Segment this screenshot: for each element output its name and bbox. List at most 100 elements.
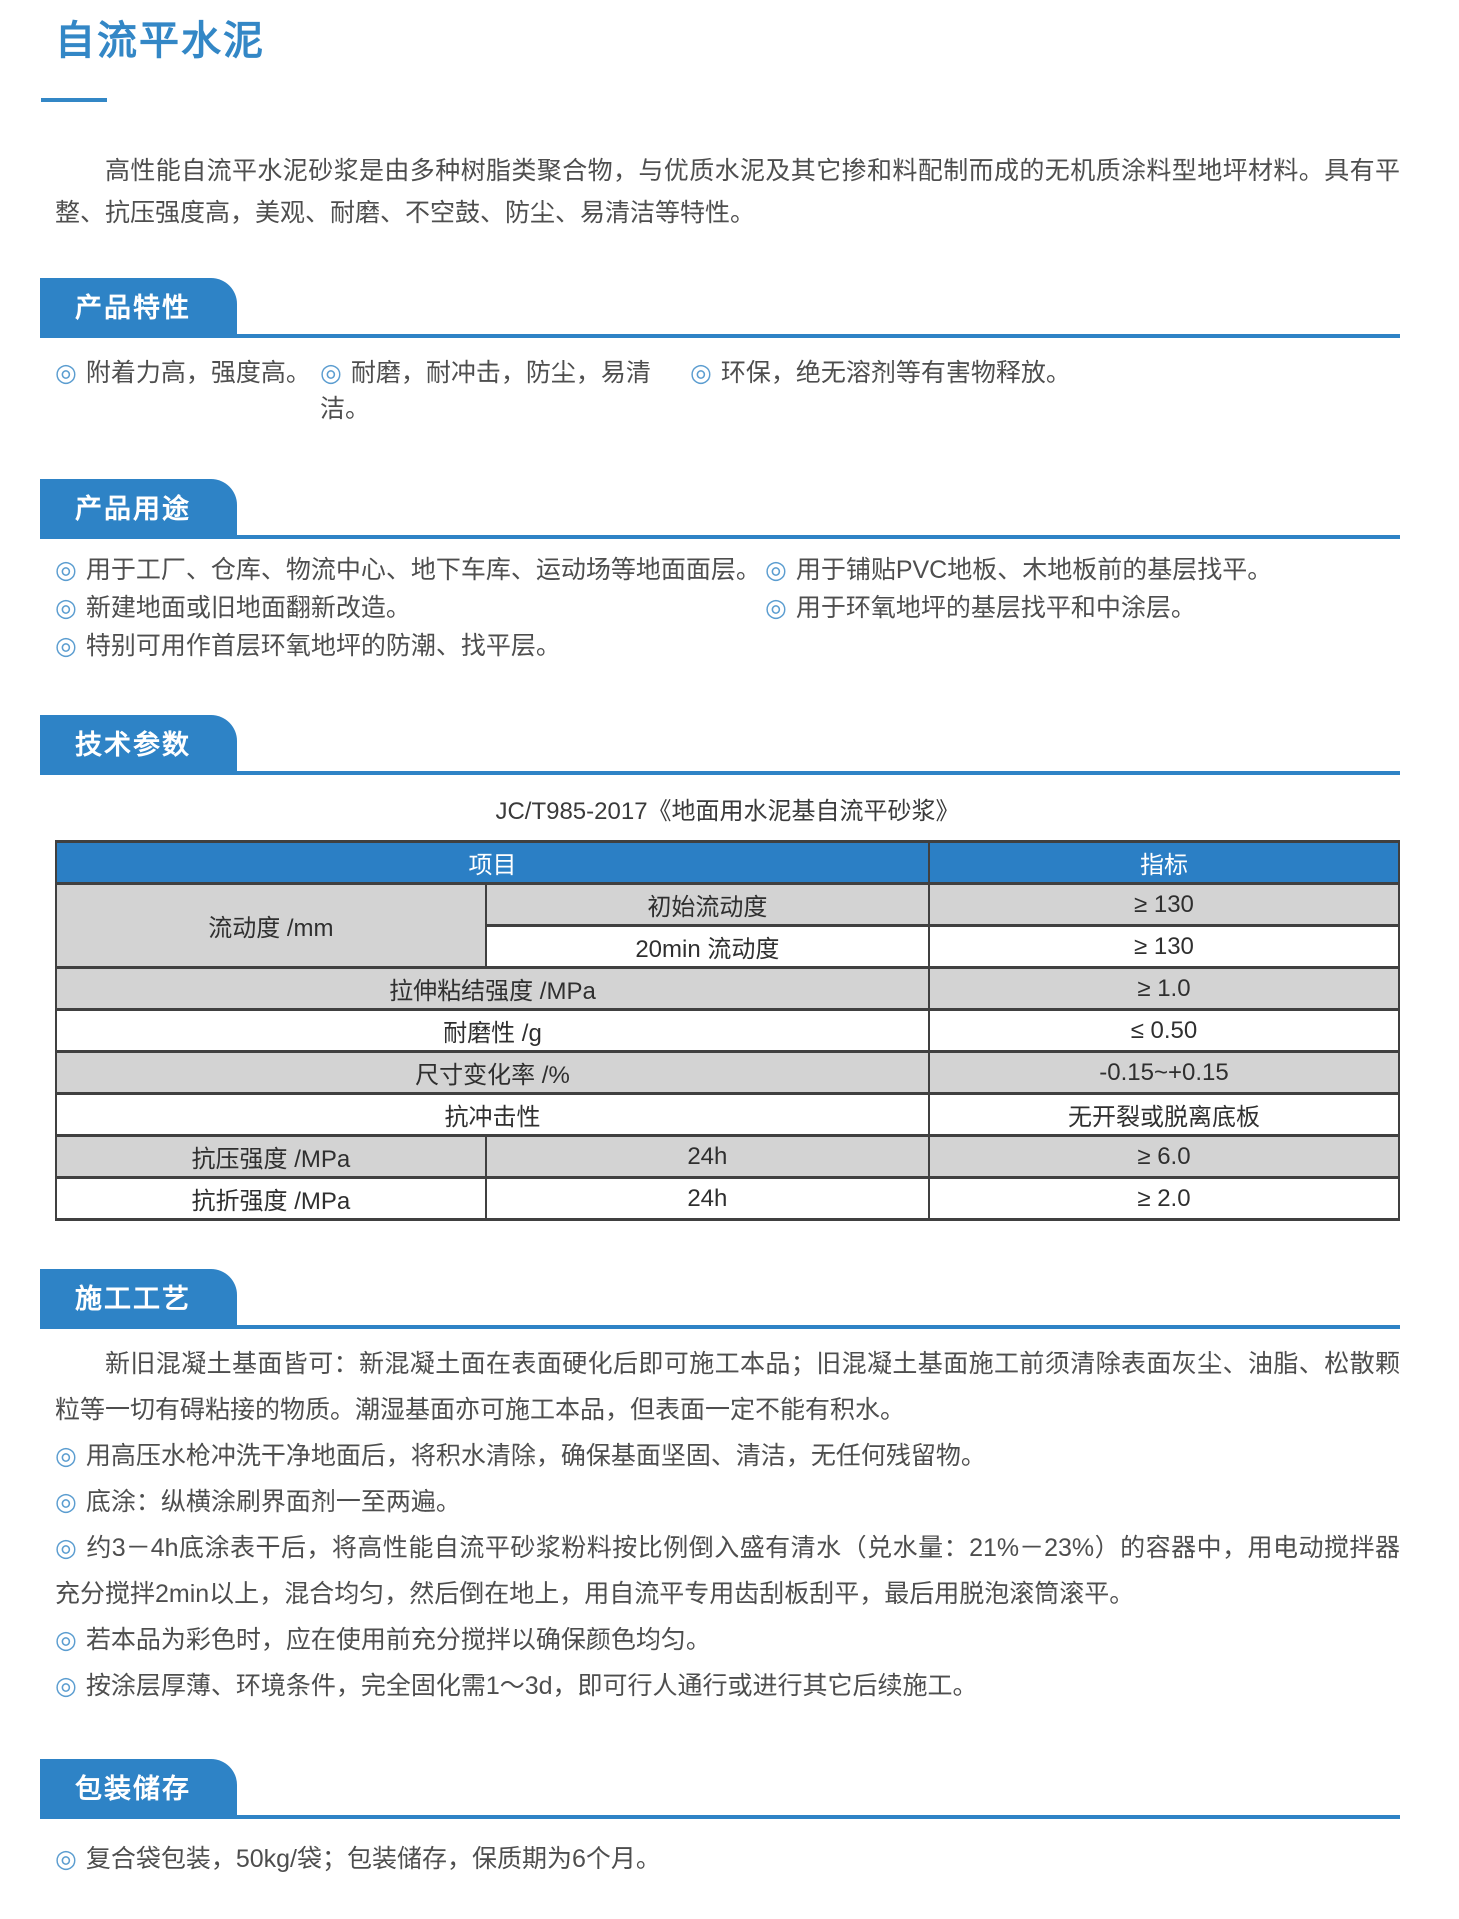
bullseye-bullet-icon: ◎ xyxy=(690,359,712,387)
use-text: 用于铺贴PVC地板、木地板前的基层找平。 xyxy=(795,556,1273,584)
table-cell: 抗折强度 /MPa xyxy=(55,1176,487,1221)
process-step-text: 约3－4h底涂表干后，将高性能自流平砂浆粉料按比例倒入盛有清水（兑水量：21%－… xyxy=(55,1534,1400,1608)
features-list: ◎ 附着力高，强度高。 ◎ 耐磨，耐冲击，防尘，易清洁。 ◎ 环保，绝无溶剂等有害物释… xyxy=(55,353,1400,425)
feature-text: 附着力高，强度高。 xyxy=(85,359,311,387)
table-cell: ≤ 0.50 xyxy=(927,1008,1401,1053)
section-header-uses: 产品用途 xyxy=(40,479,1400,539)
table-row: 耐磨性 /g ≤ 0.50 xyxy=(55,1008,1401,1053)
table-cell: -0.15~+0.15 xyxy=(927,1050,1401,1095)
bullseye-bullet-icon: ◎ xyxy=(55,359,77,387)
packaging-text: 复合袋包装，50kg/袋；包装储存，保质期为6个月。 xyxy=(85,1845,661,1873)
section-heading-text: 产品用途 xyxy=(75,494,191,524)
table-cell: 流动度 /mm xyxy=(55,882,487,969)
section-heading-text: 包装储存 xyxy=(75,1774,191,1804)
bullseye-bullet-icon: ◎ xyxy=(765,594,787,622)
feature-text: 环保，绝无溶剂等有害物释放。 xyxy=(720,359,1071,387)
bullseye-bullet-icon: ◎ xyxy=(55,1626,77,1654)
page-title: 自流平水泥 xyxy=(55,19,265,63)
table-row: 抗冲击性 无开裂或脱离底板 xyxy=(55,1092,1401,1137)
table-row: 抗折强度 /MPa 24h ≥ 2.0 xyxy=(55,1176,1401,1221)
list-item: ◎ 新建地面或旧地面翻新改造。 xyxy=(55,589,765,627)
process-step-text: 底涂：纵横涂刷界面剂一至两遍。 xyxy=(85,1488,461,1516)
list-item: ◎ 用于工厂、仓库、物流中心、地下车库、运动场等地面面层。 xyxy=(55,551,765,589)
table-cell: ≥ 2.0 xyxy=(927,1176,1401,1221)
bullseye-bullet-icon: ◎ xyxy=(55,594,77,622)
table-cell: ≥ 1.0 xyxy=(927,966,1401,1011)
spec-table-caption: JC/T985-2017《地面用水泥基自流平砂浆》 xyxy=(495,798,960,825)
table-row: 抗压强度 /MPa 24h ≥ 6.0 xyxy=(55,1134,1401,1179)
process-step-text: 按涂层厚薄、环境条件，完全固化需1～3d，即可行人通行或进行其它后续施工。 xyxy=(85,1672,978,1700)
section-header-process: 施工工艺 xyxy=(40,1269,1400,1329)
table-row: 拉伸粘结强度 /MPa ≥ 1.0 xyxy=(55,966,1401,1011)
section-tab-features: 产品特性 xyxy=(40,278,237,334)
bullseye-bullet-icon: ◎ xyxy=(55,632,77,660)
intro-paragraph: 高性能自流平水泥砂浆是由多种树脂类聚合物，与优质水泥及其它掺和料配制而成的无机质… xyxy=(55,157,1400,227)
packaging-list: ◎ 复合袋包装，50kg/袋；包装储存，保质期为6个月。 xyxy=(55,1839,1400,1879)
list-item: ◎ 耐磨，耐冲击，防尘，易清洁。 xyxy=(320,353,690,425)
list-item: ◎ 特别可用作首层环氧地坪的防潮、找平层。 xyxy=(55,627,765,665)
table-cell: ≥ 6.0 xyxy=(927,1134,1401,1179)
section-tab-uses: 产品用途 xyxy=(40,479,237,535)
table-row: 尺寸变化率 /% -0.15~+0.15 xyxy=(55,1050,1401,1095)
table-cell: 24h xyxy=(484,1176,930,1221)
process-step-text: 若本品为彩色时，应在使用前充分搅拌以确保颜色均匀。 xyxy=(85,1626,711,1654)
table-row: 20min 流动度 ≥ 130 xyxy=(56,924,1401,969)
uses-left-column: ◎ 用于工厂、仓库、物流中心、地下车库、运动场等地面面层。 ◎ 新建地面或旧地面翻新… xyxy=(55,551,765,665)
list-item: ◎ 用高压水枪冲洗干净地面后，将积水清除，确保基面坚固、清洁，无任何残留物。 xyxy=(55,1433,1400,1479)
table-cell: 抗冲击性 xyxy=(55,1092,930,1137)
bullseye-bullet-icon: ◎ xyxy=(55,1534,78,1562)
list-item: ◎ 复合袋包装，50kg/袋；包装储存，保质期为6个月。 xyxy=(55,1839,1400,1879)
bullseye-bullet-icon: ◎ xyxy=(55,1845,77,1873)
section-header-specs: 技术参数 xyxy=(40,715,1400,775)
feature-text: 耐磨，耐冲击，防尘，易清洁。 xyxy=(320,359,651,423)
use-text: 新建地面或旧地面翻新改造。 xyxy=(85,594,411,622)
use-text: 用于环氧地坪的基层找平和中涂层。 xyxy=(795,594,1196,622)
list-item: ◎ 约3－4h底涂表干后，将高性能自流平砂浆粉料按比例倒入盛有清水（兑水量：21%… xyxy=(55,1525,1400,1617)
table-cell: 抗压强度 /MPa xyxy=(55,1134,487,1179)
use-text: 用于工厂、仓库、物流中心、地下车库、运动场等地面面层。 xyxy=(85,556,761,584)
spec-table: 项目 指标 流动度 /mm 初始流动度 ≥ 130 20min 流动度 ≥ 130 拉伸粘结强… xyxy=(55,840,1401,1221)
section-tab-process: 施工工艺 xyxy=(40,1269,237,1325)
section-header-packaging: 包装储存 xyxy=(40,1759,1400,1819)
section-header-features: 产品特性 xyxy=(40,278,1400,338)
section-heading-text: 技术参数 xyxy=(75,730,191,760)
process-paragraph: 新旧混凝土基面皆可：新混凝土面在表面硬化后即可施工本品；旧混凝土基面施工前须清除… xyxy=(55,1350,1400,1424)
section-heading-text: 施工工艺 xyxy=(75,1284,191,1314)
use-text: 特别可用作首层环氧地坪的防潮、找平层。 xyxy=(85,632,561,660)
table-cell: ≥ 130 xyxy=(927,882,1401,927)
process-step-text: 用高压水枪冲洗干净地面后，将积水清除，确保基面坚固、清洁，无任何残留物。 xyxy=(85,1442,986,1470)
table-cell: 耐磨性 /g xyxy=(55,1008,930,1053)
table-row: 流动度 /mm 初始流动度 ≥ 130 xyxy=(55,882,1401,969)
table-header-cell: 项目 xyxy=(55,840,930,885)
title-underline xyxy=(41,98,107,102)
bullseye-bullet-icon: ◎ xyxy=(55,1442,77,1470)
bullseye-bullet-icon: ◎ xyxy=(320,359,342,387)
list-item: ◎ 若本品为彩色时，应在使用前充分搅拌以确保颜色均匀。 xyxy=(55,1617,1400,1663)
table-header-cell: 指标 xyxy=(927,840,1401,885)
list-item: ◎ 底涂：纵横涂刷界面剂一至两遍。 xyxy=(55,1479,1400,1525)
table-cell: 24h xyxy=(484,1134,930,1179)
bullseye-bullet-icon: ◎ xyxy=(55,1672,77,1700)
list-item: ◎ 环保，绝无溶剂等有害物释放。 xyxy=(690,353,1071,425)
list-item: ◎ 用于环氧地坪的基层找平和中涂层。 xyxy=(765,589,1400,627)
table-cell: 尺寸变化率 /% xyxy=(55,1050,930,1095)
bullseye-bullet-icon: ◎ xyxy=(765,556,787,584)
uses-right-column: ◎ 用于铺贴PVC地板、木地板前的基层找平。 ◎ 用于环氧地坪的基层找平和中涂层。 xyxy=(765,551,1400,665)
table-header-row: 项目 指标 xyxy=(55,840,1401,885)
bullseye-bullet-icon: ◎ xyxy=(55,556,77,584)
list-item: ◎ 附着力高，强度高。 xyxy=(55,353,320,425)
section-heading-text: 产品特性 xyxy=(75,293,191,323)
list-item: ◎ 按涂层厚薄、环境条件，完全固化需1～3d，即可行人通行或进行其它后续施工。 xyxy=(55,1663,1400,1709)
bullseye-bullet-icon: ◎ xyxy=(55,1488,77,1516)
section-tab-specs: 技术参数 xyxy=(40,715,237,771)
uses-list: ◎ 用于工厂、仓库、物流中心、地下车库、运动场等地面面层。 ◎ 新建地面或旧地面翻新… xyxy=(55,551,1400,665)
section-tab-packaging: 包装储存 xyxy=(40,1759,237,1815)
table-cell: 拉伸粘结强度 /MPa xyxy=(55,966,930,1011)
table-cell: ≥ 130 xyxy=(927,924,1401,969)
process-body: 新旧混凝土基面皆可：新混凝土面在表面硬化后即可施工本品；旧混凝土基面施工前须清除… xyxy=(55,1341,1400,1709)
list-item: ◎ 用于铺贴PVC地板、木地板前的基层找平。 xyxy=(765,551,1400,589)
table-cell: 无开裂或脱离底板 xyxy=(927,1092,1401,1137)
table-cell: 20min 流动度 xyxy=(484,924,930,969)
table-cell: 初始流动度 xyxy=(484,882,930,927)
